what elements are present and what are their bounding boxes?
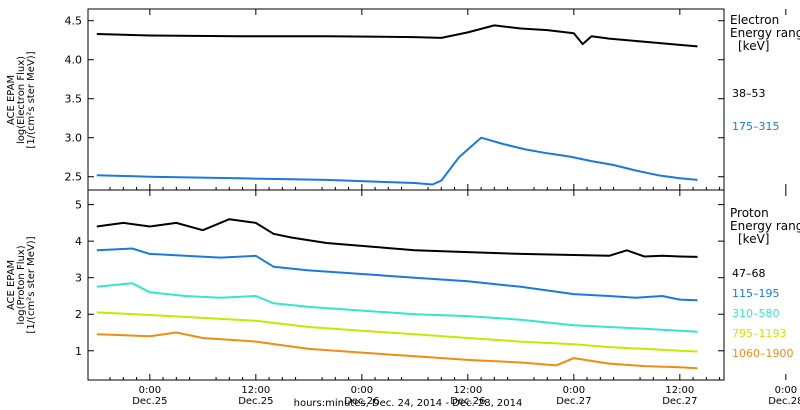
electron-ytick-label: 4.5 [65, 15, 83, 28]
proton-legend-entry-0: 47–68 [732, 267, 766, 280]
proton-legend-entry-1: 115–195 [732, 287, 780, 300]
xtick-date-label: Dec.25 [238, 396, 273, 407]
proton-legend-title-2: Energy range [730, 219, 800, 233]
electron-ytick-label: 2.5 [65, 171, 83, 184]
proton-panel-frame [87, 189, 725, 381]
electron-ylabel-line3: [1/(cm²s ster MeV)] [26, 51, 37, 148]
xtick-time-label: 0:00 [563, 385, 585, 396]
proton-legend-entry-3: 795–1193 [732, 327, 787, 340]
proton-legend-entry-4: 1060–1900 [732, 347, 794, 360]
proton-ylabel-line2: log(Proton Flux) [16, 245, 27, 324]
xtick-time-label: 0:00 [351, 385, 373, 396]
xtick-time-label: 12:00 [241, 385, 270, 396]
proton-series-3-line [96, 311, 698, 353]
xtick-date-label: Dec.27 [556, 396, 591, 407]
xtick-time-label: 0:00 [139, 385, 161, 396]
xtick-date-label: Dec.27 [662, 396, 697, 407]
xtick-time-label: 12:00 [665, 385, 694, 396]
proton-legend-title-3: [keV] [738, 232, 769, 246]
xtick-date-label: Dec.26 [344, 396, 379, 407]
electron-legend-entry-0: 38–53 [732, 87, 766, 100]
proton-ylabel-line3: [1/(cm²s ster MeV)] [26, 236, 37, 333]
electron-ytick-label: 3.0 [65, 132, 83, 145]
electron-ytick-label: 3.5 [65, 93, 83, 106]
xtick-date-label: Dec.26 [450, 396, 485, 407]
electron-series-1-line [96, 136, 698, 186]
proton-ytick-label: 2 [75, 308, 82, 321]
proton-series-2-line [96, 282, 698, 333]
xtick-time-label: 0:00 [775, 385, 797, 396]
proton-ytick-label: 3 [75, 272, 82, 285]
electron-legend: Electron Energy range [keV] [730, 13, 800, 53]
electron-legend-title-2: Energy range [730, 26, 800, 40]
proton-legend: Proton Energy range [keV] [730, 206, 800, 246]
electron-legend-title-3: [keV] [738, 39, 769, 53]
proton-series-4-line [96, 331, 698, 370]
proton-legend-title-1: Proton [730, 206, 769, 220]
electron-legend-title-1: Electron [730, 13, 779, 27]
xtick-date-label: Dec.28 [768, 396, 800, 407]
xtick-date-label: Dec.25 [132, 396, 167, 407]
proton-ytick-label: 5 [75, 199, 82, 212]
electron-legend-entry-1: 175–315 [732, 120, 780, 133]
proton-ytick-label: 1 [75, 345, 82, 358]
proton-ylabel: ACE EPAM log(Proton Flux) [1/(cm²s ster … [6, 236, 37, 333]
proton-ytick-label: 4 [75, 235, 82, 248]
proton-ylabel-line1: ACE EPAM [6, 260, 17, 310]
electron-ylabel: ACE EPAM log(Electron Flux) [1/(cm²s ste… [6, 51, 37, 148]
xtick-time-label: 12:00 [453, 385, 482, 396]
electron-ylabel-line2: log(Electron Flux) [16, 56, 27, 144]
proton-series-1-line [96, 247, 698, 302]
electron-ylabel-line1: ACE EPAM [6, 75, 17, 125]
x-axis-label: hours:minutes, Dec. 24, 2014 - Dec. 28, … [294, 398, 523, 409]
proton-legend-entry-2: 310–580 [732, 307, 780, 320]
electron-ytick-label: 4.0 [65, 54, 83, 67]
electron-series-0-line [96, 24, 698, 48]
proton-series-0-line [96, 218, 698, 258]
